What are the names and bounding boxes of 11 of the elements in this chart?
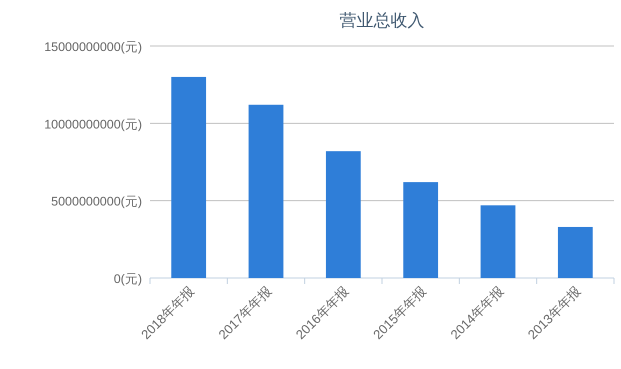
bar — [326, 151, 361, 278]
bar — [480, 205, 516, 278]
bar — [248, 104, 284, 278]
y-tick-label: 10000000000(元) — [44, 117, 142, 132]
chart-title: 营业总收入 — [340, 11, 424, 30]
bar — [403, 182, 438, 278]
y-tick-label: 5000000000(元) — [51, 194, 142, 209]
y-tick-label: 15000000000(元) — [44, 40, 142, 54]
y-tick-label: 0(元) — [114, 272, 142, 286]
bar — [171, 76, 206, 278]
bar — [558, 226, 593, 278]
